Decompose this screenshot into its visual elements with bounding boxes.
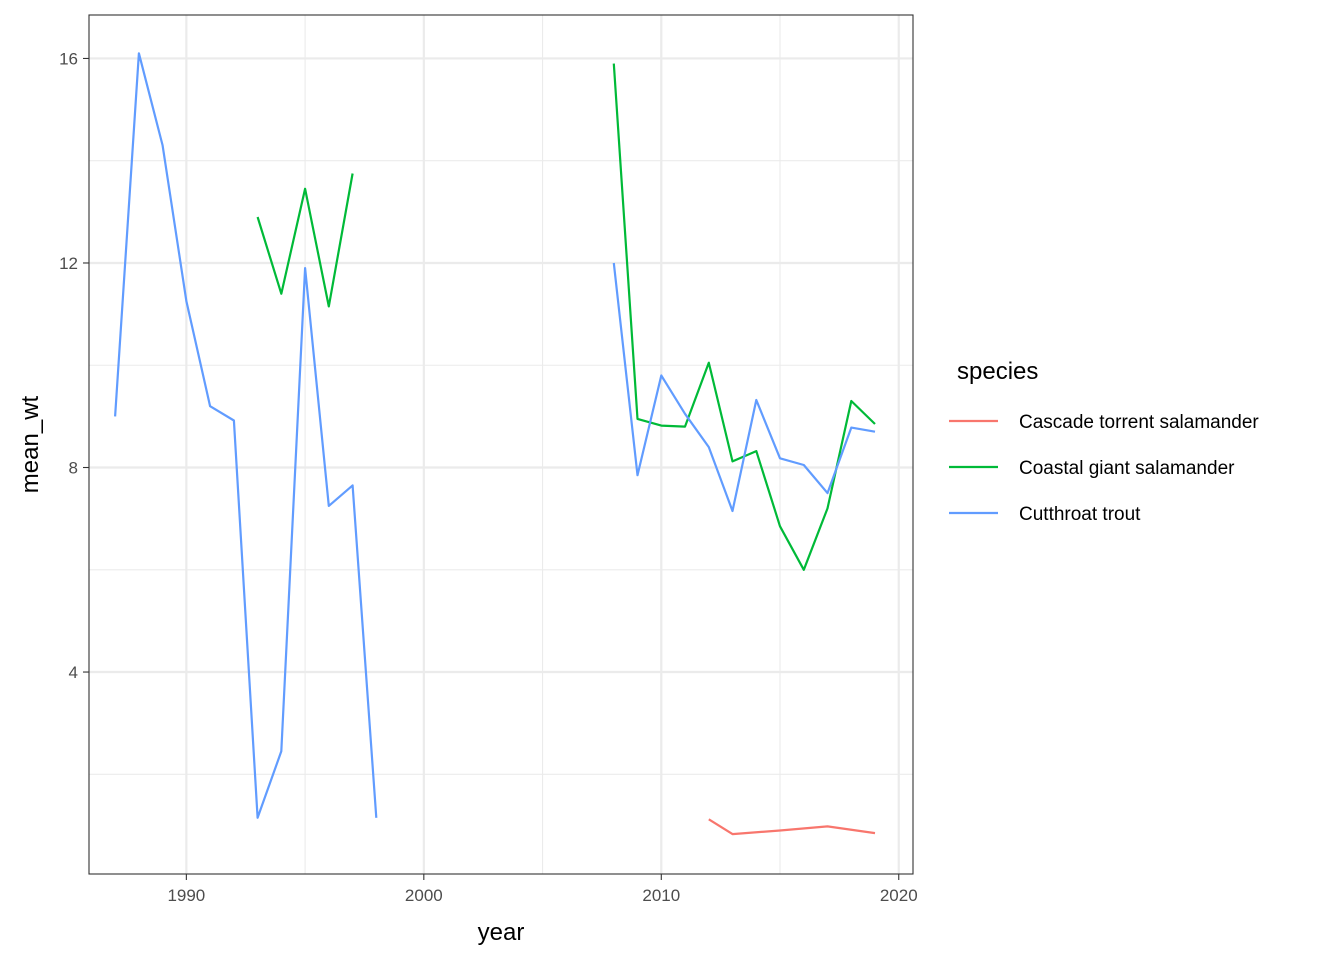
legend-title: species xyxy=(957,358,1038,385)
series-lines xyxy=(114,52,876,836)
legend-label-cutthroat-trout: Cutthroat trout xyxy=(1019,504,1141,525)
y-axis: 4 8 12 16 xyxy=(59,49,89,682)
series-line-cutthroat-trout xyxy=(612,262,876,513)
series-line-cascade-torrent-salamander xyxy=(708,818,876,836)
legend: species Cascade torrent salamander Coasta… xyxy=(949,358,1259,525)
y-tick-label: 4 xyxy=(69,663,78,682)
minor-gridlines xyxy=(89,15,913,874)
x-tick-label: 2020 xyxy=(880,886,918,905)
y-tick-label: 12 xyxy=(59,254,78,273)
y-axis-title: mean_wt xyxy=(17,395,44,493)
legend-label-coastal-giant-salamander: Coastal giant salamander xyxy=(1019,458,1235,479)
x-tick-label: 2010 xyxy=(642,886,680,905)
x-axis-title: year xyxy=(478,919,525,946)
y-tick-label: 8 xyxy=(69,459,78,478)
y-tick-label: 16 xyxy=(59,49,78,68)
x-axis: 1990 2000 2010 2020 xyxy=(167,874,918,905)
series-line-coastal-giant-salamander xyxy=(256,173,354,308)
major-gridlines xyxy=(89,15,913,874)
plot-border xyxy=(88,14,914,875)
x-tick-label: 2000 xyxy=(405,886,443,905)
plot-panel xyxy=(89,15,913,874)
x-tick-label: 1990 xyxy=(167,886,205,905)
legend-label-cascade-torrent-salamander: Cascade torrent salamander xyxy=(1019,412,1259,433)
series-line-cutthroat-trout xyxy=(114,52,378,819)
